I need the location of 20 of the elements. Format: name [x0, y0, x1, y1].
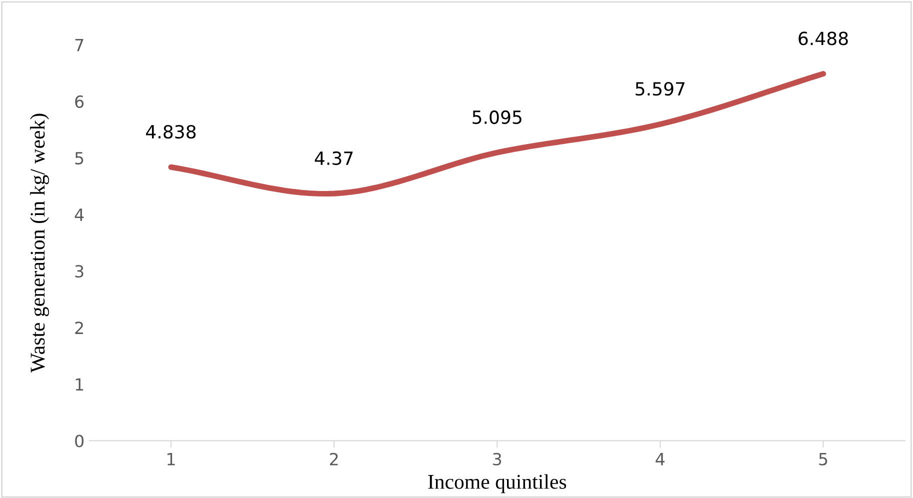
data-label: 4.37: [314, 151, 353, 166]
x-tick-label: 3: [493, 452, 502, 466]
data-label: 5.095: [472, 110, 522, 124]
x-tick-label: 4: [656, 453, 665, 466]
y-tick-label: 7: [75, 39, 84, 52]
x-tick-label: 1: [168, 453, 175, 466]
data-label: 4.838: [146, 124, 196, 139]
y-tick-label: 2: [75, 322, 83, 334]
y-tick-label: 3: [75, 265, 84, 278]
y-axis-title: Waste generation (in kg/ week): [30, 114, 50, 373]
data-label: 5.597: [636, 82, 684, 96]
y-tick-label: 6: [75, 95, 84, 108]
y-tick-label: 0: [75, 434, 84, 448]
x-axis-title: Income quintiles: [428, 474, 566, 494]
y-tick-label: 1: [76, 378, 84, 391]
x-tick-label: 2: [330, 452, 338, 466]
x-tick-label: 5: [819, 453, 828, 466]
data-label: 6.488: [798, 32, 848, 46]
y-tick-label: 5: [75, 152, 84, 165]
y-tick-label: 4: [74, 208, 84, 221]
